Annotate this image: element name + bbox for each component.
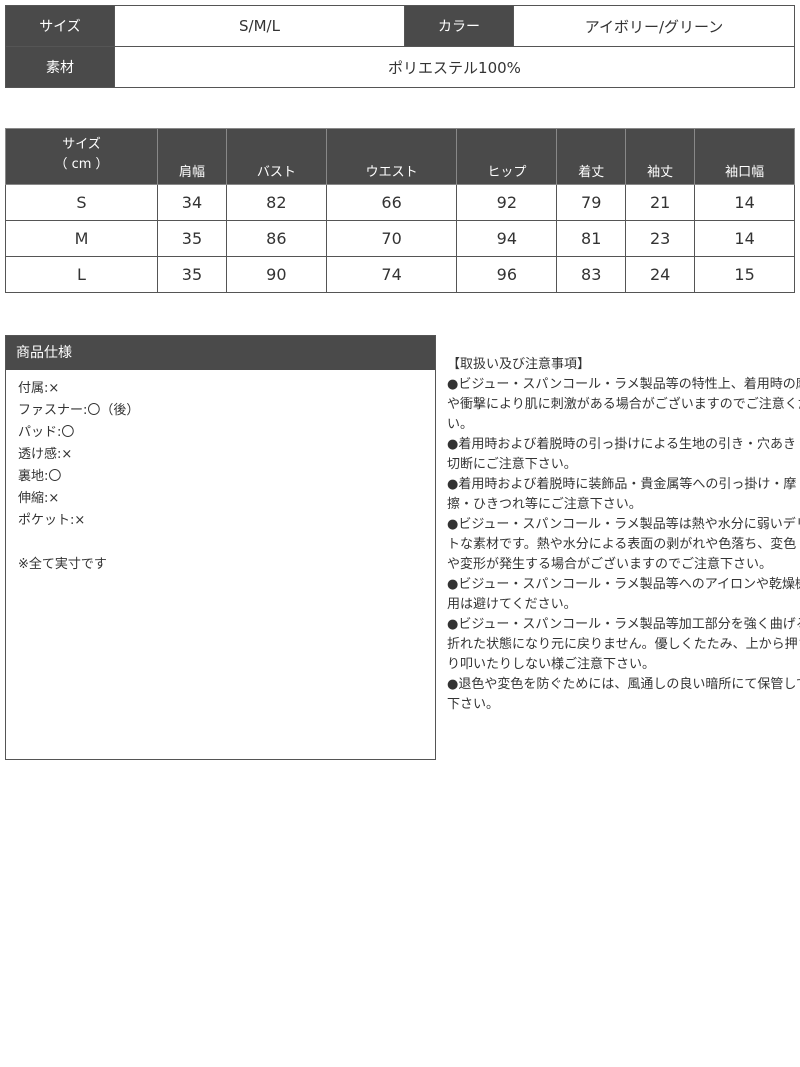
size-table: サイズ （ cm ） 肩幅 バスト ウエスト ヒップ 着丈 袖丈 袖口幅 S 34…: [5, 128, 795, 293]
column-header: バスト: [225, 128, 327, 185]
size-cell: M: [5, 220, 158, 257]
value-cell: 35: [157, 256, 227, 293]
size-cell: L: [5, 256, 158, 293]
care-line: ●ビジュー・スパンコール・ラメ製品等加工部分を強く曲げると: [447, 617, 800, 632]
size-value: S/M/L: [114, 5, 405, 47]
care-line: ●ビジュー・スパンコール・ラメ製品等の特性上、着用時の摩擦: [447, 377, 800, 392]
spec-title: 商品仕様: [6, 336, 435, 370]
table-row: M 35 86 70 94 81 23 14: [5, 220, 795, 257]
value-cell: 35: [157, 220, 227, 257]
value-cell: 83: [556, 256, 627, 293]
spec-item: ファスナー:〇（後）: [18, 403, 140, 418]
spec-item: ポケット:×: [18, 513, 86, 528]
size-header-line: サイズ: [62, 137, 101, 152]
value-cell: 81: [556, 220, 627, 257]
care-line: ●着用時および着脱時に装飾品・貴金属等への引っ掛け・摩: [447, 477, 797, 492]
care-line: や変形が発生する場合がございますのでご注意下さい。: [447, 557, 773, 572]
size-header: サイズ （ cm ）: [5, 128, 158, 185]
column-header: 袖口幅: [694, 128, 795, 185]
care-line: 擦・ひきつれ等にご注意下さい。: [447, 497, 642, 512]
table-row: L 35 90 74 96 83 24 15: [5, 256, 795, 293]
spec-note: ※全て実寸です: [18, 557, 107, 572]
care-line: り叩いたりしない様ご注意下さい。: [447, 657, 656, 672]
care-line: ●着用時および着脱時の引っ掛けによる生地の引き・穴あき・: [447, 437, 800, 452]
spec-item: 付属:×: [18, 381, 60, 396]
care-line: 切断にご注意下さい。: [447, 457, 577, 472]
value-cell: 74: [325, 256, 458, 293]
size-cell: S: [5, 184, 158, 221]
value-cell: 66: [325, 184, 458, 221]
care-line: や衝撃により肌に刺激がある場合がございますのでご注意くださ: [447, 397, 800, 412]
care-title: 【取扱い及び注意事項】: [447, 357, 591, 372]
value-cell: 90: [225, 256, 327, 293]
color-value: アイボリー/グリーン: [513, 5, 795, 47]
value-cell: 92: [456, 184, 558, 221]
care-line: ●退色や変色を防ぐためには、風通しの良い暗所にて保管して: [447, 677, 800, 692]
spec-item: パッド:〇: [18, 425, 75, 440]
care-line: 折れた状態になり元に戻りません。優しくたたみ、上から押さえた: [447, 637, 800, 652]
care-line: 用は避けてください。: [447, 597, 577, 612]
value-cell: 96: [456, 256, 558, 293]
value-cell: 23: [625, 220, 696, 257]
value-cell: 79: [556, 184, 627, 221]
spec-item: 透け感:×: [18, 447, 73, 462]
value-cell: 34: [157, 184, 227, 221]
spec-item: 伸縮:×: [18, 491, 60, 506]
column-header: 袖丈: [625, 128, 696, 185]
unit-header-line: （ cm ）: [54, 157, 109, 172]
column-header: 肩幅: [157, 128, 227, 185]
care-notes: 【取扱い及び注意事項】 ●ビジュー・スパンコール・ラメ製品等の特性上、着用時の摩擦…: [447, 355, 800, 715]
value-cell: 86: [225, 220, 327, 257]
material-value: ポリエステル100%: [114, 46, 795, 88]
column-header: ウエスト: [325, 128, 458, 185]
value-cell: 14: [694, 220, 795, 257]
value-cell: 70: [325, 220, 458, 257]
care-line: ●ビジュー・スパンコール・ラメ製品等は熱や水分に弱いデリケー: [447, 517, 800, 532]
column-header: 着丈: [556, 128, 627, 185]
value-cell: 14: [694, 184, 795, 221]
summary-table: サイズ S/M/L カラー アイボリー/グリーン 素材 ポリエステル100%: [5, 5, 795, 88]
value-cell: 82: [225, 184, 327, 221]
care-line: トな素材です。熱や水分による表面の剥がれや色落ち、変色: [447, 537, 797, 552]
spec-box: 商品仕様 付属:× ファスナー:〇（後） パッド:〇 透け感:× 裏地:〇 伸縮…: [5, 335, 436, 760]
care-line: 下さい。: [447, 697, 500, 712]
color-label: カラー: [404, 5, 514, 47]
size-label: サイズ: [5, 5, 115, 47]
value-cell: 21: [625, 184, 696, 221]
care-line: い。: [447, 417, 474, 432]
value-cell: 15: [694, 256, 795, 293]
value-cell: 24: [625, 256, 696, 293]
column-header: ヒップ: [456, 128, 558, 185]
spec-item: 裏地:〇: [18, 469, 62, 484]
care-line: ●ビジュー・スパンコール・ラメ製品等へのアイロンや乾燥機の使: [447, 577, 800, 592]
table-row: S 34 82 66 92 79 21 14: [5, 184, 795, 221]
value-cell: 94: [456, 220, 558, 257]
material-label: 素材: [5, 46, 115, 88]
